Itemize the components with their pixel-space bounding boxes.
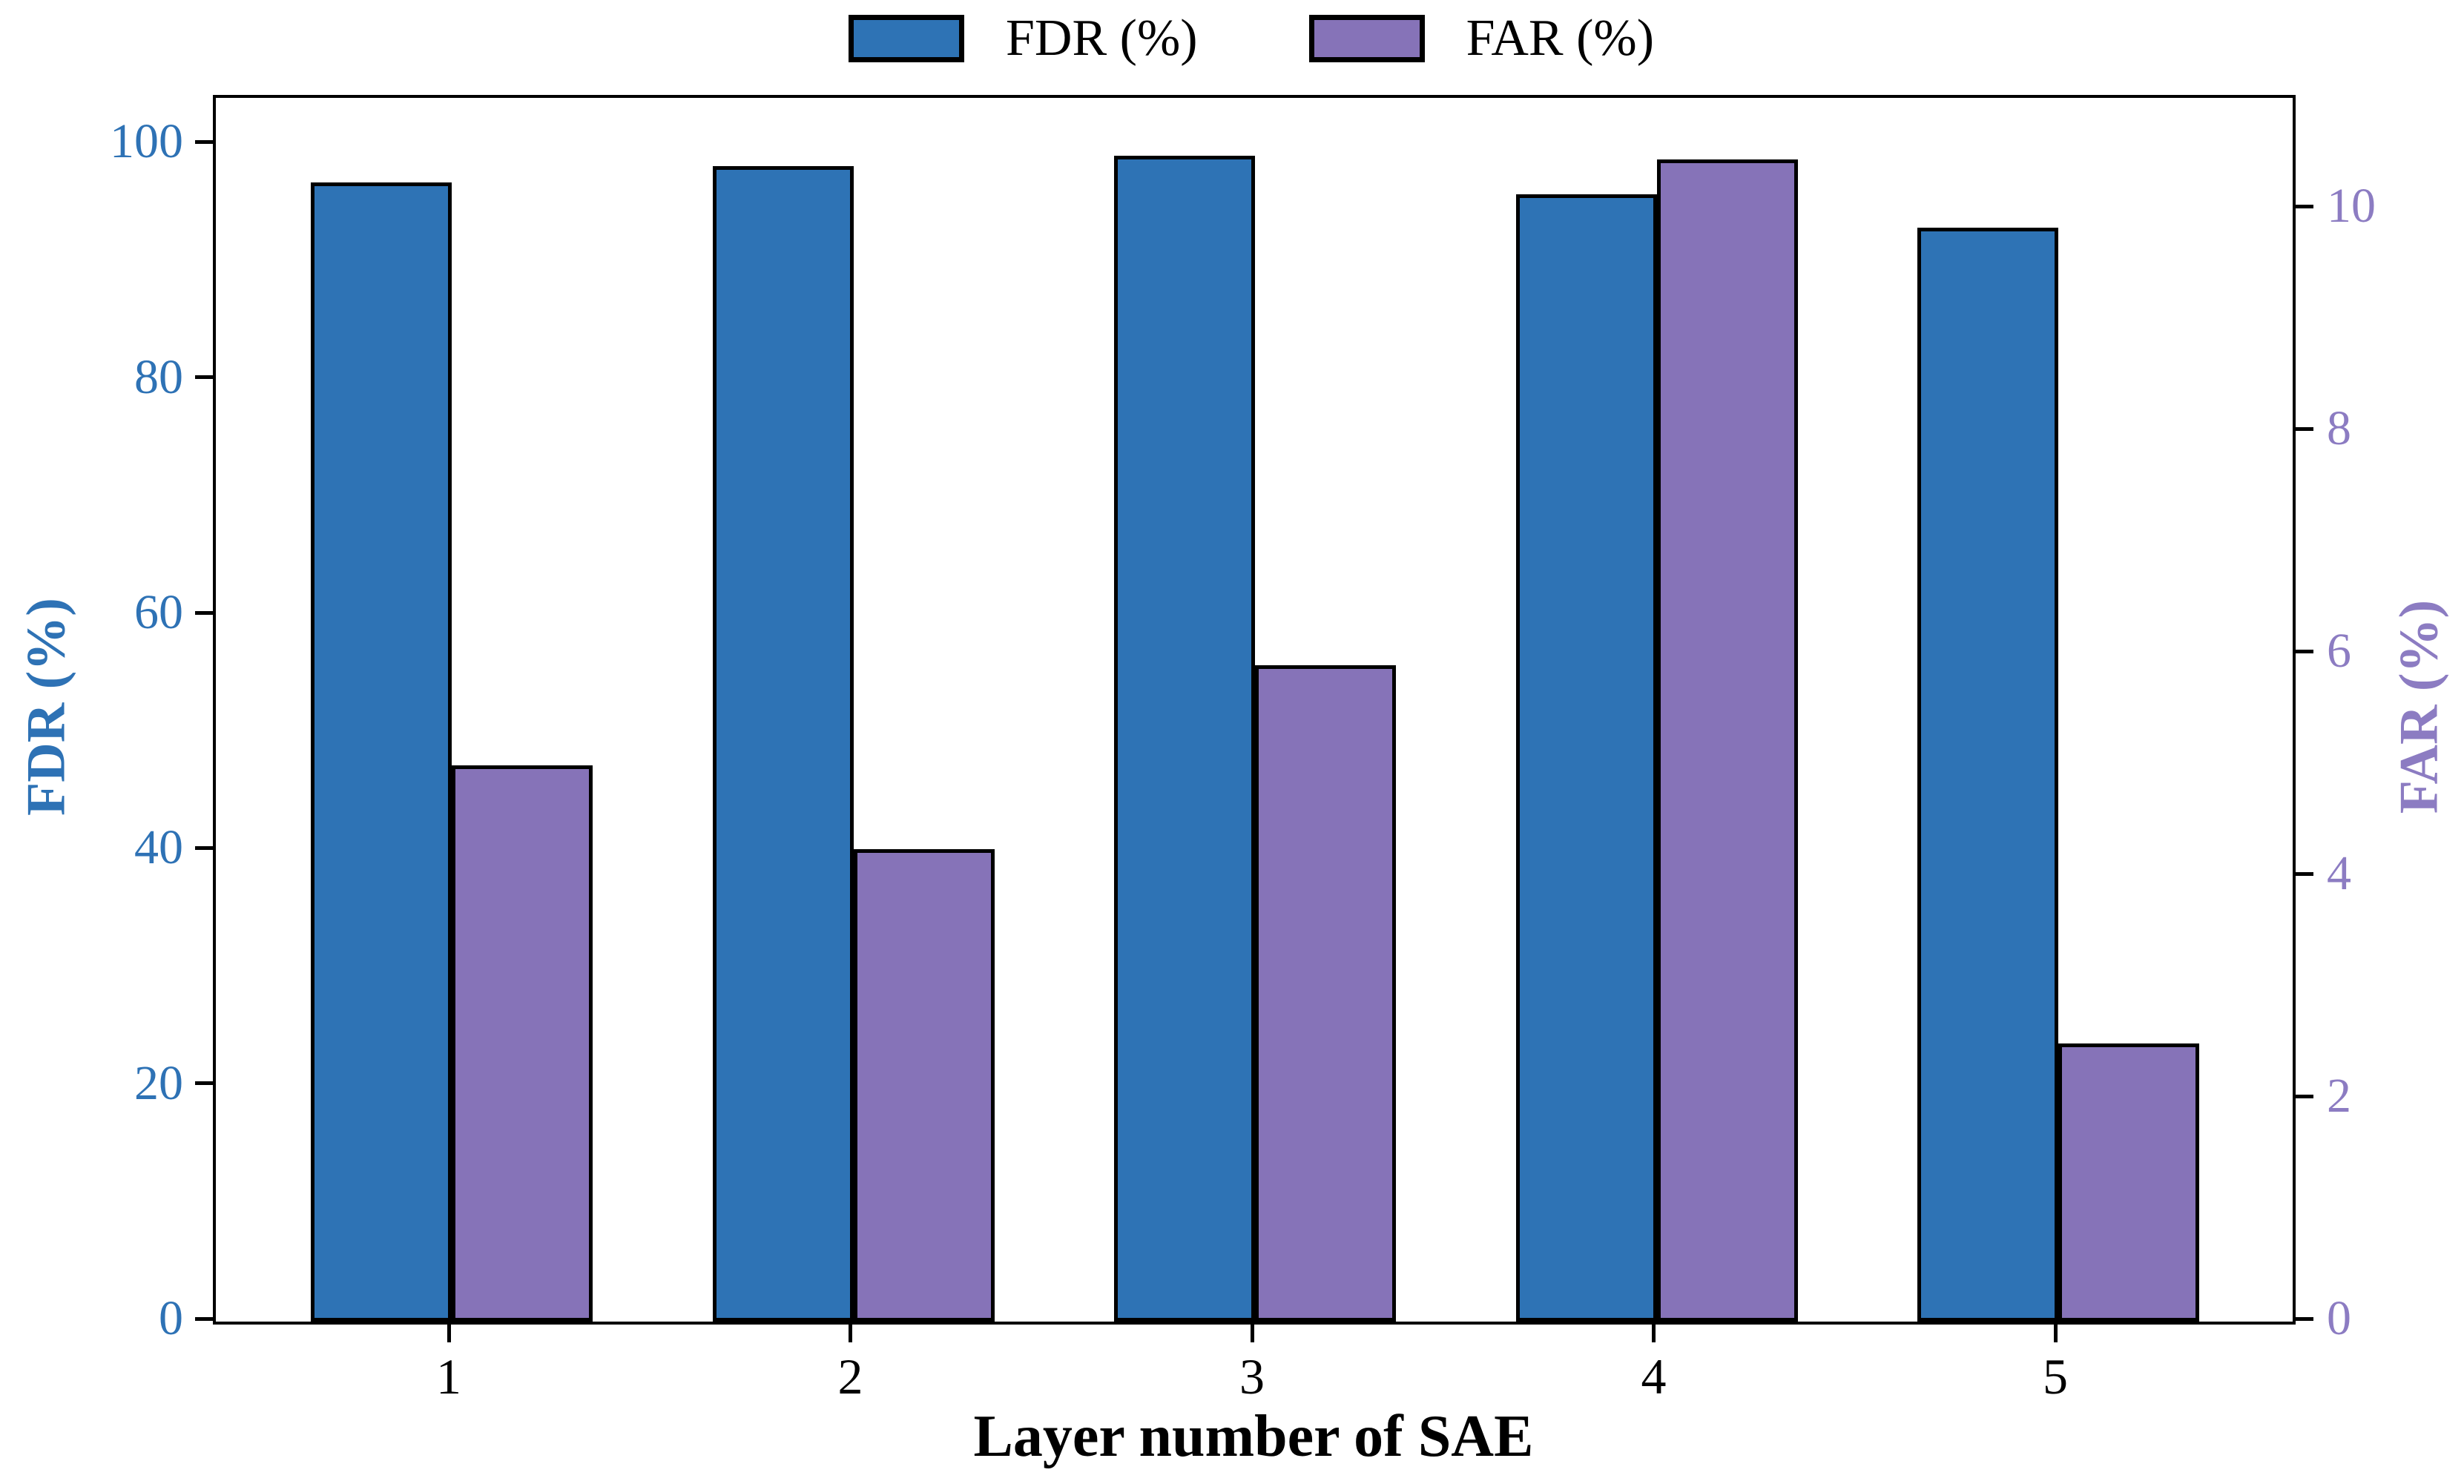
legend-item-far: FAR (%)	[1308, 10, 1655, 67]
y-right-tick-10	[2296, 204, 2313, 208]
x-tick-2	[849, 1325, 852, 1342]
plot-area	[213, 95, 2296, 1325]
y-right-tick-label-6: 6	[2327, 624, 2351, 678]
y-right-tick-8	[2296, 426, 2313, 431]
x-axis-title: Layer number of SAE	[973, 1404, 1534, 1469]
y-right-tick-label-4: 4	[2327, 846, 2351, 900]
legend: FDR (%) FAR (%)	[213, 10, 2290, 67]
y-right-tick-label-8: 8	[2327, 401, 2351, 455]
y-right-tick-label-10: 10	[2327, 179, 2376, 233]
y-left-tick-label-80: 80	[134, 349, 183, 404]
legend-swatch-far	[1308, 15, 1425, 62]
bar-fdr-layer-1	[311, 182, 452, 1322]
bar-fdr-layer-4	[1515, 194, 1657, 1322]
x-tick-label-1: 1	[436, 1348, 461, 1405]
bar-far-layer-2	[853, 848, 995, 1322]
bar-far-layer-1	[452, 765, 593, 1322]
y-left-tick-20	[195, 1081, 213, 1086]
y-left-tick-80	[195, 375, 213, 380]
bar-fdr-layer-3	[1114, 155, 1255, 1322]
y-right-tick-label-2: 2	[2327, 1069, 2351, 1123]
y-left-tick-0	[195, 1316, 213, 1321]
legend-swatch-fdr	[848, 15, 964, 62]
legend-label-fdr: FDR (%)	[1005, 10, 1198, 67]
x-tick-label-5: 5	[2043, 1348, 2068, 1405]
x-tick-3	[1250, 1325, 1254, 1342]
legend-label-far: FAR (%)	[1466, 10, 1655, 67]
y-axis-title-right: FAR (%)	[2388, 599, 2450, 814]
y-right-tick-0	[2296, 1316, 2313, 1321]
x-tick-label-2: 2	[837, 1348, 863, 1405]
bar-fdr-layer-2	[712, 166, 854, 1322]
x-tick-label-4: 4	[1641, 1348, 1667, 1405]
x-tick-4	[1652, 1325, 1656, 1342]
y-left-tick-label-40: 40	[134, 820, 183, 875]
y-left-tick-label-20: 20	[134, 1055, 183, 1110]
y-right-tick-6	[2296, 649, 2313, 653]
y-left-tick-label-60: 60	[134, 585, 183, 640]
x-tick-5	[2053, 1325, 2058, 1342]
bar-far-layer-4	[1656, 159, 1798, 1322]
y-left-tick-100	[195, 139, 213, 144]
y-right-tick-2	[2296, 1094, 2313, 1098]
y-left-tick-label-0: 0	[159, 1291, 183, 1345]
bar-far-layer-3	[1255, 665, 1396, 1322]
y-right-tick-4	[2296, 871, 2313, 876]
y-left-tick-60	[195, 610, 213, 615]
x-tick-label-3: 3	[1239, 1348, 1265, 1405]
legend-item-fdr: FDR (%)	[848, 10, 1198, 67]
bar-far-layer-5	[2058, 1043, 2199, 1322]
bar-fdr-layer-5	[1917, 227, 2058, 1322]
y-left-tick-40	[195, 845, 213, 850]
y-right-tick-label-0: 0	[2327, 1291, 2351, 1345]
x-tick-1	[447, 1325, 451, 1342]
y-left-tick-label-100: 100	[110, 114, 183, 169]
